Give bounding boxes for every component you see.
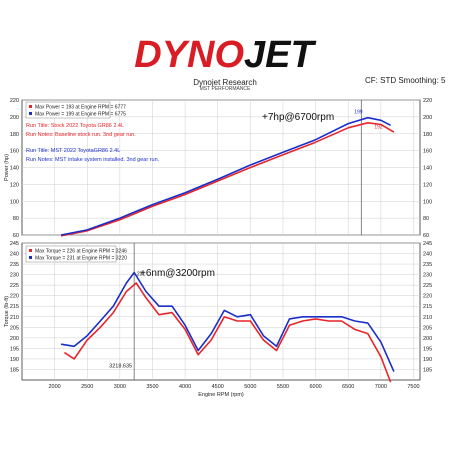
y-tick-label-right: 215 — [423, 304, 432, 310]
legend-entry: Max Torque = 226 at Engine RPM = 3246 — [35, 249, 127, 255]
y-tick-label-right: 185 — [423, 367, 432, 373]
x-tick-label: 2000 — [48, 384, 60, 390]
x-tick-label: 7500 — [407, 384, 419, 390]
marker-value-label: 3218.635 — [109, 363, 132, 369]
legend-box — [25, 101, 111, 119]
y-tick-label: 195 — [10, 346, 19, 352]
y-tick-label-right: 200 — [423, 336, 432, 342]
y-tick-label-right: 195 — [423, 346, 432, 352]
legend-entry: Max Torque = 231 at Engine RPM = 3220 — [35, 256, 127, 262]
y-tick-label: 220 — [10, 294, 19, 300]
series-line-stock — [60, 121, 395, 237]
x-tick-label: 5000 — [244, 384, 256, 390]
y-tick-label-right: 225 — [423, 283, 432, 289]
legend-entry: Max Power = 193 at Engine RPM = 6777 — [35, 105, 126, 111]
logo-graphic: DYNOJET — [134, 34, 316, 76]
y-tick-label-right: 245 — [423, 241, 432, 247]
y-tick-label: 220 — [10, 98, 19, 104]
y-tick-label: 120 — [10, 182, 19, 188]
dynojet-logo: DYNOJET — [0, 34, 450, 76]
y-tick-label-right: 100 — [423, 199, 432, 205]
y-tick-label-right: 210 — [423, 315, 432, 321]
legend-swatch — [29, 105, 32, 108]
y-tick-label: 245 — [10, 241, 19, 247]
y-tick-label: 205 — [10, 325, 19, 331]
y-tick-label: 140 — [10, 166, 19, 172]
y-tick-label: 180 — [10, 132, 19, 138]
logo-text-black: JET — [244, 34, 316, 74]
series-line-stock — [63, 282, 392, 383]
y-axis-label: Torque (lb-ft) — [4, 296, 10, 327]
y-tick-label: 160 — [10, 149, 19, 155]
y-tick-label-right: 200 — [423, 115, 432, 121]
y-tick-label-right: 190 — [423, 357, 432, 363]
annotation: +6nm@3200rpm — [140, 268, 215, 279]
y-tick-label-right: 180 — [423, 132, 432, 138]
legend-swatch — [29, 256, 32, 259]
legend-swatch — [29, 249, 32, 252]
y-tick-label-right: 160 — [423, 149, 432, 155]
run-title: Run Title: MST 2022 ToyotaGR86 2.4L — [26, 148, 120, 154]
plot-area — [21, 242, 421, 381]
run-notes: Run Notes: MST intake system installed. … — [26, 157, 160, 163]
y-tick-label: 200 — [10, 115, 19, 121]
x-tick-label: 4000 — [179, 384, 191, 390]
y-tick-label: 60 — [13, 233, 19, 239]
logo-text-red: DYNO — [134, 34, 244, 74]
x-axis-label: Engine RPM (rpm) — [198, 392, 244, 398]
y-tick-label-right: 60 — [423, 233, 429, 239]
y-tick-label: 225 — [10, 283, 19, 289]
peak-label-torque: 231 — [137, 272, 146, 278]
peak-label-mst: 199 — [354, 109, 363, 115]
correction-factor: CF: STD Smoothing: 5 — [365, 76, 446, 85]
y-tick-label-right: 230 — [423, 273, 432, 279]
y-tick-label: 100 — [10, 199, 19, 205]
x-tick-label: 4500 — [212, 384, 224, 390]
legend-box — [25, 245, 117, 263]
legend-swatch — [29, 112, 32, 115]
y-tick-label: 80 — [13, 216, 19, 222]
chart-subtitle-2: MST PERFORMANCE — [199, 86, 251, 92]
legend-entry: Max Power = 199 at Engine RPM = 6775 — [35, 112, 126, 118]
x-tick-label: 7000 — [375, 384, 387, 390]
y-axis-label: Power (hp) — [4, 154, 10, 181]
y-tick-label: 235 — [10, 262, 19, 268]
y-tick-label-right: 205 — [423, 325, 432, 331]
y-tick-label: 240 — [10, 252, 19, 258]
x-tick-label: 3500 — [146, 384, 158, 390]
x-tick-label: 6500 — [342, 384, 354, 390]
x-tick-label: 6000 — [309, 384, 321, 390]
x-tick-label: 5500 — [277, 384, 289, 390]
y-tick-label-right: 80 — [423, 216, 429, 222]
y-tick-label-right: 220 — [423, 98, 432, 104]
y-tick-label-right: 120 — [423, 182, 432, 188]
x-tick-label: 3000 — [114, 384, 126, 390]
y-tick-label: 190 — [10, 357, 19, 363]
y-tick-label: 200 — [10, 336, 19, 342]
annotation: +7hp@6700rpm — [262, 112, 334, 123]
y-tick-label: 210 — [10, 315, 19, 321]
power-chart: 60 60 80 80 100 100 120 120 140 140 160 160 180 180 20… — [4, 98, 432, 239]
y-tick-label-right: 235 — [423, 262, 432, 268]
run-title: Run Title: Stock 2022 Toyota GR86 2.4L — [26, 123, 124, 129]
y-tick-label-right: 220 — [423, 294, 432, 300]
y-tick-label: 185 — [10, 367, 19, 373]
torque-chart: 185 185 190 190 195 195 200 200 205 205 210 210 215 2… — [4, 241, 432, 398]
y-tick-label-right: 240 — [423, 252, 432, 258]
x-tick-label: 2500 — [81, 384, 93, 390]
run-notes: Run Notes: Baseline stock run. 3nd gear … — [26, 132, 136, 138]
series-line-mst — [60, 271, 395, 372]
chart-subtitle: Dynojet Research — [193, 78, 257, 87]
series-line-mst — [60, 116, 391, 236]
logo-text: DYNOJET — [134, 34, 316, 74]
y-tick-label: 230 — [10, 273, 19, 279]
y-tick-label-right: 140 — [423, 166, 432, 172]
peak-label-stock: 192 — [374, 125, 383, 131]
y-tick-label: 215 — [10, 304, 19, 310]
